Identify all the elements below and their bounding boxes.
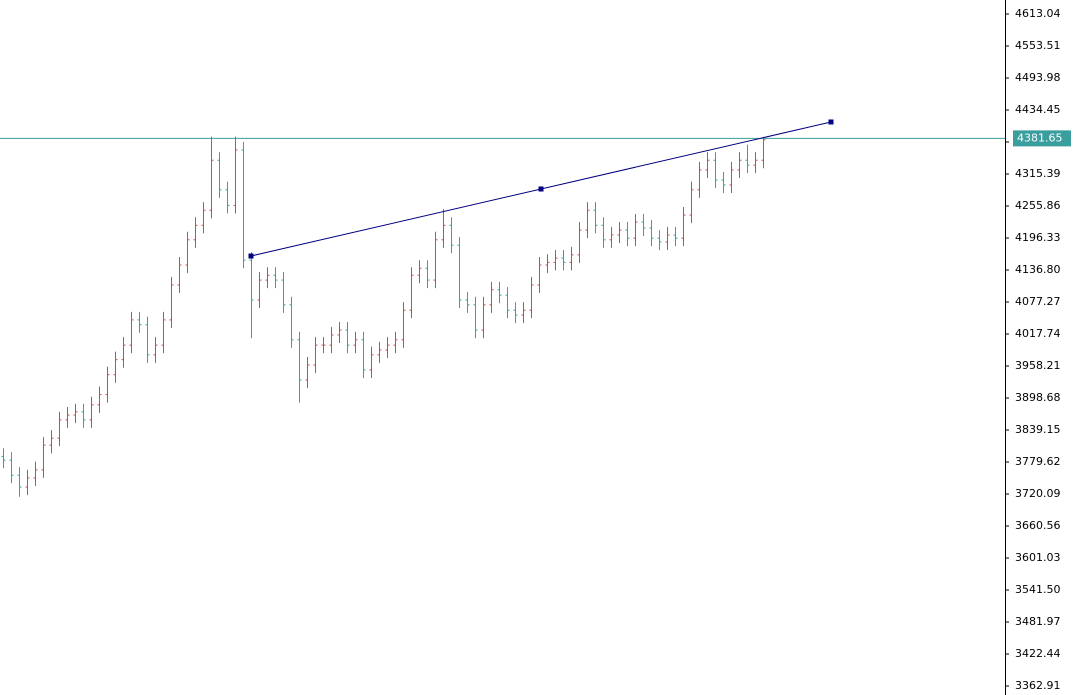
y-tick-label: 4613.04 xyxy=(1015,7,1061,20)
y-tick-label: 3481.97 xyxy=(1015,615,1061,628)
y-tick-label: 3601.03 xyxy=(1015,551,1061,564)
y-tick-label: 4315.39 xyxy=(1015,167,1061,180)
price-label-box xyxy=(1013,130,1071,147)
y-tick-label: 4077.27 xyxy=(1015,295,1061,308)
trend-anchor xyxy=(248,253,254,259)
y-tick-label: 4553.51 xyxy=(1015,39,1061,52)
trend-anchor xyxy=(828,119,834,125)
y-tick-label: 4017.74 xyxy=(1015,327,1061,340)
y-tick-label: 4434.45 xyxy=(1015,103,1061,116)
trend-anchor xyxy=(538,186,544,192)
y-tick-label: 3720.09 xyxy=(1015,487,1061,500)
y-tick-label: 4255.86 xyxy=(1015,199,1061,212)
price-label: 4381.65 xyxy=(1017,131,1063,144)
y-tick-label: 3839.15 xyxy=(1015,423,1061,436)
y-tick-label: 4136.80 xyxy=(1015,263,1061,276)
y-tick-label: 3362.91 xyxy=(1015,679,1061,692)
y-tick-label: 3541.50 xyxy=(1015,583,1061,596)
y-tick-label: 3660.56 xyxy=(1015,519,1061,532)
y-tick-label: 4196.33 xyxy=(1015,231,1061,244)
y-tick-label: 3422.44 xyxy=(1015,647,1061,660)
y-tick-label: 3898.68 xyxy=(1015,391,1061,404)
y-tick-label: 3958.21 xyxy=(1015,359,1061,372)
y-tick-label: 4493.98 xyxy=(1015,71,1061,84)
y-tick-label: 3779.62 xyxy=(1015,455,1061,468)
